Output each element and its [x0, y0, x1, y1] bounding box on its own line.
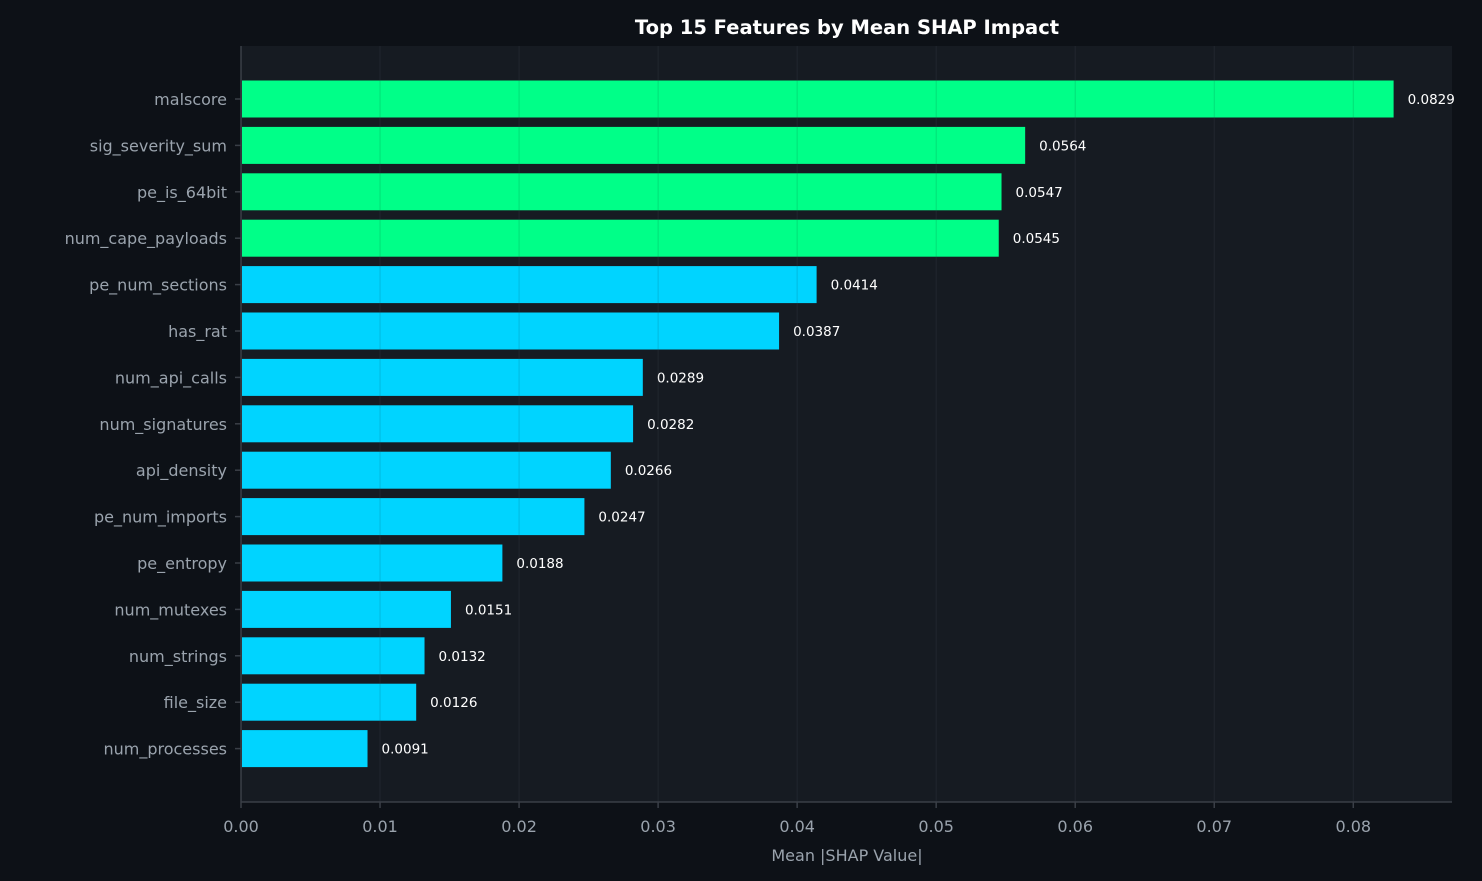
value-label-num_api_calls: 0.0289 — [657, 370, 704, 386]
value-label-sig_severity_sum: 0.0564 — [1039, 138, 1086, 154]
bars — [242, 80, 1394, 768]
x-tick-label: 0.04 — [779, 817, 815, 836]
x-tick-label: 0.06 — [1057, 817, 1093, 836]
category-label-num_cape_payloads: num_cape_payloads — [65, 229, 227, 249]
x-tick-label: 0.03 — [640, 817, 676, 836]
bar-num_cape_payloads — [242, 219, 999, 257]
value-label-malscore: 0.0829 — [1408, 92, 1455, 108]
category-label-pe_is_64bit: pe_is_64bit — [137, 183, 227, 203]
value-label-has_rat: 0.0387 — [793, 324, 840, 340]
category-label-has_rat: has_rat — [168, 322, 227, 342]
category-label-num_strings: num_strings — [129, 647, 227, 667]
value-label-file_size: 0.0126 — [430, 695, 477, 711]
value-label-num_cape_payloads: 0.0545 — [1013, 231, 1060, 247]
category-label-num_processes: num_processes — [103, 740, 227, 760]
chart-title: Top 15 Features by Mean SHAP Impact — [635, 16, 1059, 39]
bar-num_signatures — [242, 405, 634, 443]
bar-has_rat — [242, 312, 780, 350]
bar-pe_is_64bit — [242, 173, 1002, 211]
x-axis-title: Mean |SHAP Value| — [771, 846, 922, 865]
bar-num_processes — [242, 730, 368, 768]
bar-num_api_calls — [242, 358, 643, 396]
gridlines — [379, 46, 1354, 802]
value-label-pe_num_imports: 0.0247 — [598, 510, 645, 526]
category-label-num_signatures: num_signatures — [99, 415, 227, 435]
value-label-num_strings: 0.0132 — [439, 649, 486, 665]
value-label-num_processes: 0.0091 — [382, 742, 429, 758]
x-tick-label: 0.07 — [1196, 817, 1232, 836]
x-ticks: 0.00 0.01 0.02 0.03 0.04 0.05 0.06 0.07 0.08 — [223, 802, 1371, 836]
bar-num_strings — [242, 637, 425, 675]
bar-pe_entropy — [242, 544, 503, 582]
x-tick-label: 0.00 — [223, 817, 259, 836]
bar-pe_num_sections — [242, 266, 817, 304]
value-label-num_signatures: 0.0282 — [647, 417, 694, 433]
category-label-file_size: file_size — [164, 693, 227, 713]
x-tick-label: 0.08 — [1335, 817, 1371, 836]
bar-sig_severity_sum — [242, 126, 1026, 164]
bar-malscore — [242, 80, 1394, 118]
x-tick-label: 0.05 — [918, 817, 954, 836]
category-label-malscore: malscore — [154, 90, 227, 109]
category-labels: malscore sig_severity_sum pe_is_64bit num_c… — [65, 90, 241, 760]
category-label-api_density: api_density — [136, 461, 227, 481]
value-label-pe_num_sections: 0.0414 — [831, 278, 878, 294]
category-label-pe_num_sections: pe_num_sections — [89, 276, 227, 296]
value-labels: 0.0829 0.0564 0.0547 0.0545 0.0414 0.0387 0.02… — [379, 46, 1455, 802]
category-label-num_mutexes: num_mutexes — [114, 600, 227, 620]
category-label-num_api_calls: num_api_calls — [115, 368, 227, 388]
bar-file_size — [242, 683, 417, 721]
x-tick-label: 0.02 — [501, 817, 537, 836]
value-label-num_mutexes: 0.0151 — [465, 602, 512, 618]
value-label-api_density: 0.0266 — [625, 463, 672, 479]
bar-api_density — [242, 451, 611, 489]
category-label-pe_num_imports: pe_num_imports — [94, 508, 227, 528]
bar-num_mutexes — [242, 590, 451, 628]
category-label-sig_severity_sum: sig_severity_sum — [90, 136, 227, 156]
value-label-pe_is_64bit: 0.0547 — [1016, 185, 1063, 201]
x-tick-label: 0.01 — [362, 817, 398, 836]
value-label-pe_entropy: 0.0188 — [516, 556, 563, 572]
category-label-pe_entropy: pe_entropy — [137, 554, 227, 574]
bar-pe_num_imports — [242, 498, 585, 536]
